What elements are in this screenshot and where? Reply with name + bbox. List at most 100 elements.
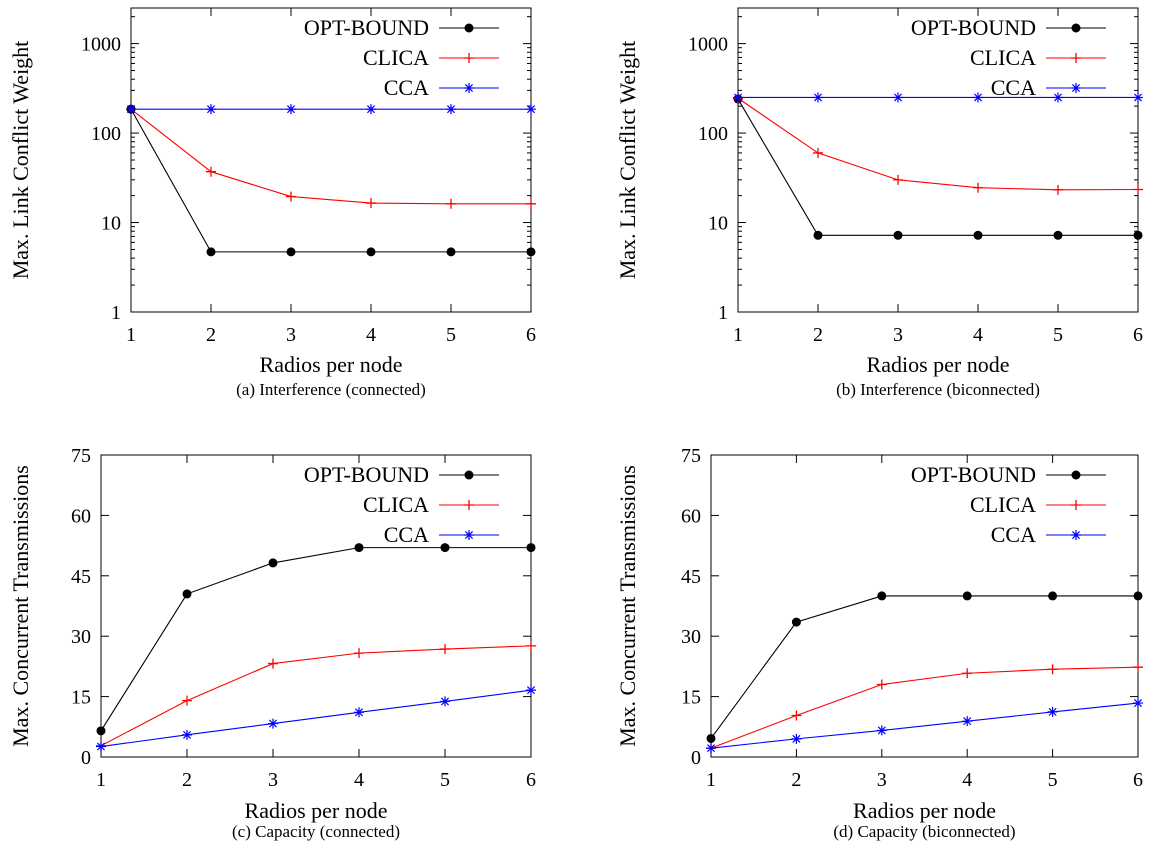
panel-a-legend-cca-marker: [464, 83, 474, 93]
panel-c-series-clica-point-shape: [354, 648, 364, 659]
panel-d-series-opt-bound-point-shape: [877, 591, 887, 601]
panel-d-series-opt-bound-point-shape: [706, 733, 716, 743]
panel-b-ylabel: Max. Link Conflict Weight: [615, 41, 640, 280]
panel-c-series-opt-bound-point-shape: [96, 726, 106, 736]
panel-c-legend-clica-marker: [464, 500, 474, 510]
panel-d-xtick-label: 1: [706, 769, 716, 791]
panel-d-series-clica-point: [791, 710, 802, 721]
panel-a-legend-opt-bound: OPT-BOUND: [304, 15, 499, 40]
panel-d-series-cca-point: [1047, 706, 1058, 717]
panel-c-legend-opt-bound: OPT-BOUND: [304, 462, 499, 487]
panel-b-series-cca-point: [813, 92, 823, 103]
panel-b-xtick-label: 5: [1053, 324, 1063, 346]
panel-b-legend-cca: CCA: [991, 75, 1106, 100]
panel-d-series-opt-bound-line: [710, 595, 1138, 739]
panel-d-series-opt-bound-point-shape: [962, 591, 972, 601]
panel-b-legend-opt-bound-label: OPT-BOUND: [911, 15, 1036, 40]
panel-b-series-clica-point-shape: [1133, 184, 1143, 195]
panel-a-series-cca-point-shape: [526, 104, 536, 115]
panel-a-series-cca-point-shape: [126, 104, 136, 115]
panel-d-ylabel: Max. Concurrent Transmissions: [615, 465, 640, 747]
panel-a-xtick-label: 2: [206, 324, 216, 346]
panel-b-series-clica-point-shape: [1053, 184, 1063, 195]
panel-c-series-clica-point: [440, 644, 450, 655]
panel-d-series-opt-bound-point: [706, 733, 716, 743]
panel-d-xtick-label: 5: [1048, 769, 1058, 791]
panel-a-series-cca-point-shape: [446, 104, 456, 115]
panel-c-series-cca-line: [100, 689, 532, 748]
panel-a-series-cca-point: [366, 104, 376, 115]
panel-a-series-opt-bound-point-shape: [446, 247, 456, 257]
panel-b-legend-cca-marker: [1071, 83, 1081, 93]
panel-c-series-cca-point: [440, 696, 450, 707]
panel-b-series-opt-bound-point: [893, 230, 903, 240]
panel-a-series-opt-bound-point-shape: [286, 247, 296, 257]
panel-b-series-cca-point-shape: [973, 92, 983, 103]
panel-d-legend-cca-marker-shape: [1071, 530, 1081, 540]
panel-b-series-cca-point-shape: [893, 92, 903, 103]
panel-d-legend-opt-bound: OPT-BOUND: [911, 462, 1106, 487]
panel-b-ytick-label: 1: [718, 302, 728, 324]
panel-a-legend-cca-marker-shape: [464, 83, 474, 93]
panel-b-xtick-label: 3: [893, 324, 903, 346]
panel-d-series-cca-point-shape: [1133, 698, 1143, 709]
panel-d-series-cca-point: [706, 743, 716, 754]
panel-c-series-opt-bound-point-shape: [182, 589, 192, 599]
panel-c-ytick-label: 75: [71, 445, 91, 467]
panel-b-series-opt-bound-point-shape: [813, 230, 823, 240]
panel-d-series-clica-point-shape: [1133, 662, 1143, 673]
panel-c-ytick-label: 60: [71, 505, 91, 527]
panel-d-legend-clica: CLICA: [970, 492, 1106, 517]
panel-b-legend-opt-bound-marker: [1071, 23, 1081, 33]
panel-a-series-cca-point-shape: [366, 104, 376, 115]
panel-d-legend-cca-label: CCA: [991, 522, 1036, 547]
panel-b-legend-opt-bound: OPT-BOUND: [911, 15, 1106, 40]
panel-a-series-opt-bound-point-shape: [366, 247, 376, 257]
panel-a-xlabel: Radios per node: [260, 352, 403, 377]
panel-a-series-clica-point-shape: [286, 191, 296, 202]
panel-b: 1 2 3 4 5 6 1 10 100 1000 Radios per node Max. Link…: [615, 7, 1143, 399]
panel-a-ylabel: Max. Link Conflict Weight: [8, 41, 33, 280]
panel-d-series-cca-point-shape: [706, 743, 716, 754]
panel-c-series-clica-point: [354, 648, 364, 659]
panel-c-legend-clica-marker-shape: [464, 500, 474, 510]
panel-b-series-cca-point: [733, 92, 743, 103]
panel-d-ytick-label: 60: [681, 505, 701, 527]
panel-d-legend-cca-marker: [1071, 530, 1081, 540]
panel-a-legend-clica-marker: [464, 53, 474, 63]
panel-d-xlabel: Radios per node: [853, 798, 996, 823]
panel-c-series-opt-bound-line: [100, 547, 531, 732]
panel-c-ytick-label: 45: [71, 566, 91, 588]
panel-d-ytick-label: 30: [681, 626, 701, 648]
panel-d-legend-opt-bound-label: OPT-BOUND: [911, 462, 1036, 487]
panel-b-legend-clica-marker: [1071, 53, 1081, 63]
panel-c-xtick-label: 6: [526, 769, 536, 791]
panel-c-xtick-label: 2: [182, 769, 192, 791]
panel-b-series-clica-line: [737, 97, 1139, 191]
panel-b-series-clica-point-shape: [893, 174, 903, 185]
panel-c-series-cca-point-shape: [354, 707, 364, 718]
panel-a-ytick-label: 1000: [81, 34, 121, 56]
panel-a-series-cca-point: [286, 104, 296, 115]
panel-b-series-clica-point: [1053, 184, 1063, 195]
panel-a-xtick-label: 3: [286, 324, 296, 346]
panel-d-series-clica-point-shape: [962, 668, 973, 679]
panel-d-series-clica-line: [710, 666, 1139, 749]
panel-d-series-cca-point-shape: [791, 733, 802, 744]
panel-b-xtick-label: 2: [813, 324, 823, 346]
panel-c-frame: [100, 454, 532, 758]
panel-c-series-cca-point: [354, 707, 364, 718]
panel-d-series-opt-bound-point: [877, 591, 887, 601]
panel-a-series-opt-bound-point: [366, 247, 376, 257]
panel-a-series-cca-point: [206, 104, 216, 115]
panel-a-series-opt-bound-point-shape: [526, 247, 536, 257]
panel-c-series-opt-bound-point: [268, 558, 278, 568]
panel-d-ytick-label: 45: [681, 566, 701, 588]
panel-a-series-cca-point: [526, 104, 536, 115]
panel-c-legend-cca: CCA: [384, 522, 499, 547]
panel-a-series-cca-point: [126, 104, 136, 115]
panel-d-legend-clica-marker-shape: [1071, 500, 1081, 510]
panel-c-series-opt-bound-point: [440, 543, 450, 553]
